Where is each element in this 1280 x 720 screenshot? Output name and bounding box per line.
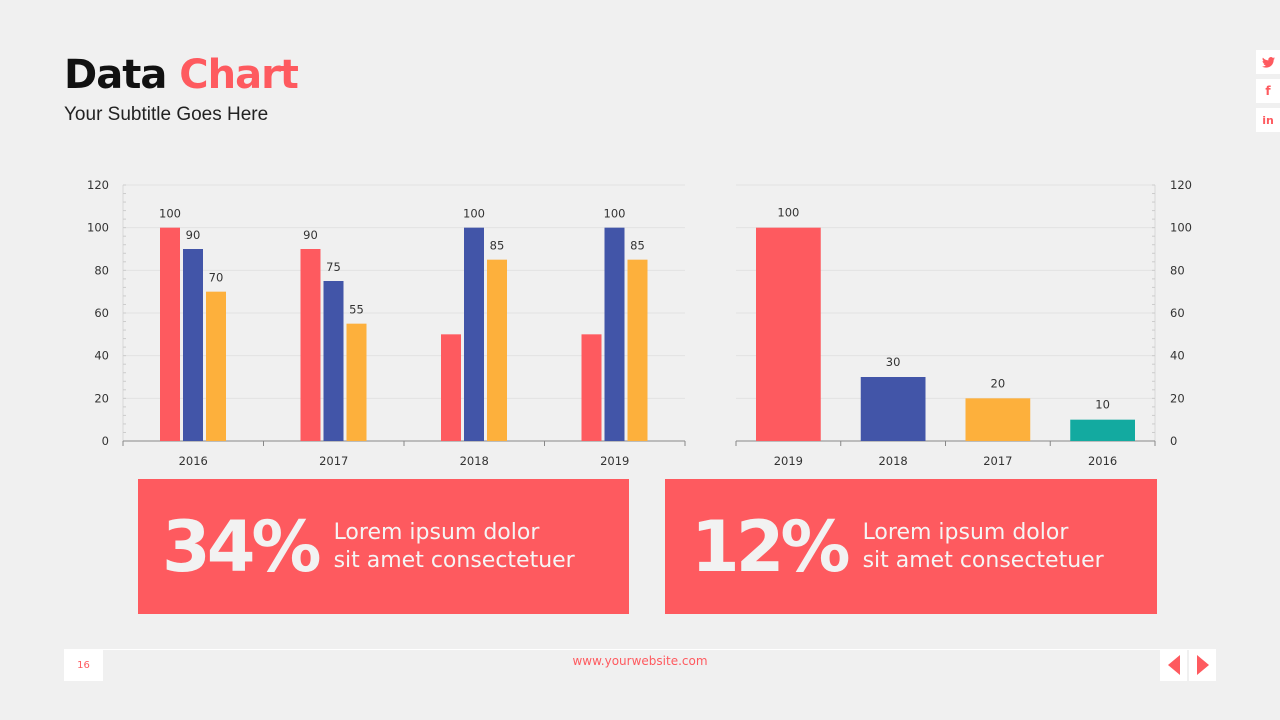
y-tick-label: 80 — [1170, 263, 1185, 277]
stat-text: Lorem ipsum dolor sit amet consectetuer — [334, 519, 575, 575]
bar — [346, 323, 367, 441]
stat-line2: sit amet consectetuer — [862, 547, 1104, 573]
title-accent: Chart — [179, 52, 299, 98]
data-label: 75 — [326, 260, 341, 274]
footer-divider — [103, 649, 1216, 650]
bar — [627, 259, 648, 441]
y-tick-label: 60 — [1170, 306, 1185, 320]
y-tick-label: 0 — [102, 434, 109, 448]
bar — [441, 334, 461, 441]
bar — [300, 249, 321, 441]
stat-value: 34% — [162, 505, 322, 588]
y-tick-label: 20 — [94, 391, 109, 405]
website-link[interactable]: www.yourwebsite.com — [572, 654, 708, 668]
x-tick-label: 2019 — [774, 454, 803, 468]
data-label: 10 — [1095, 398, 1110, 412]
bar — [160, 227, 180, 441]
y-tick-label: 40 — [1170, 349, 1185, 363]
data-label: 85 — [630, 239, 645, 253]
bar-charts: 0204060801001202016100907020179075552018… — [87, 178, 1192, 468]
data-label: 30 — [886, 355, 901, 369]
x-tick-label: 2016 — [1088, 454, 1117, 468]
bar — [581, 334, 602, 441]
bar — [1070, 419, 1135, 441]
data-label: 20 — [991, 376, 1006, 390]
y-tick-label: 120 — [1170, 178, 1192, 192]
x-tick-label: 2016 — [179, 454, 208, 468]
y-tick-label: 20 — [1170, 391, 1185, 405]
stat-text: Lorem ipsum dolor sit amet consectetuer — [863, 519, 1104, 575]
arrow-left-icon — [1167, 655, 1180, 675]
page-title: Data Chart — [64, 52, 299, 98]
stat-card-1: 34% Lorem ipsum dolor sit amet consectetu… — [138, 479, 629, 614]
y-tick-label: 100 — [87, 221, 109, 235]
bar — [965, 398, 1031, 441]
stat-line1: Lorem ipsum dolor — [862, 519, 1069, 545]
data-label: 100 — [159, 207, 181, 221]
bar — [860, 377, 926, 441]
bar — [604, 227, 625, 441]
bar — [487, 259, 507, 441]
prev-slide-button[interactable] — [1160, 649, 1187, 681]
data-label: 100 — [604, 207, 626, 221]
data-label: 90 — [186, 228, 201, 242]
data-label: 85 — [490, 239, 505, 253]
page-subtitle: Your Subtitle Goes Here — [64, 104, 269, 125]
bar — [206, 291, 226, 441]
stat-line1: Lorem ipsum dolor — [333, 519, 540, 545]
title-main: Data — [64, 52, 167, 98]
x-tick-label: 2017 — [319, 454, 348, 468]
data-label: 100 — [463, 207, 485, 221]
bar — [464, 227, 484, 441]
twitter-icon[interactable] — [1256, 50, 1280, 74]
x-tick-label: 2019 — [600, 454, 629, 468]
next-slide-button[interactable] — [1189, 649, 1216, 681]
arrow-right-icon — [1196, 655, 1209, 675]
data-label: 90 — [303, 228, 318, 242]
data-label: 55 — [349, 303, 364, 317]
bar — [183, 249, 203, 441]
stat-card-2: 12% Lorem ipsum dolor sit amet consectetu… — [665, 479, 1157, 614]
linkedin-icon[interactable]: in — [1256, 108, 1280, 132]
stat-line2: sit amet consectetuer — [333, 547, 575, 573]
data-label: 70 — [209, 271, 224, 285]
y-tick-label: 100 — [1170, 221, 1192, 235]
page-number: 16 — [64, 649, 103, 681]
bar — [323, 281, 344, 441]
data-label: 100 — [777, 206, 799, 220]
y-tick-label: 0 — [1170, 434, 1177, 448]
y-tick-label: 60 — [94, 306, 109, 320]
bar — [756, 227, 821, 441]
stat-value: 12% — [691, 505, 851, 588]
x-tick-label: 2017 — [983, 454, 1012, 468]
y-tick-label: 120 — [87, 178, 109, 192]
x-tick-label: 2018 — [878, 454, 907, 468]
y-tick-label: 40 — [94, 349, 109, 363]
x-tick-label: 2018 — [460, 454, 489, 468]
y-tick-label: 80 — [94, 263, 109, 277]
facebook-icon[interactable]: f — [1256, 79, 1280, 103]
